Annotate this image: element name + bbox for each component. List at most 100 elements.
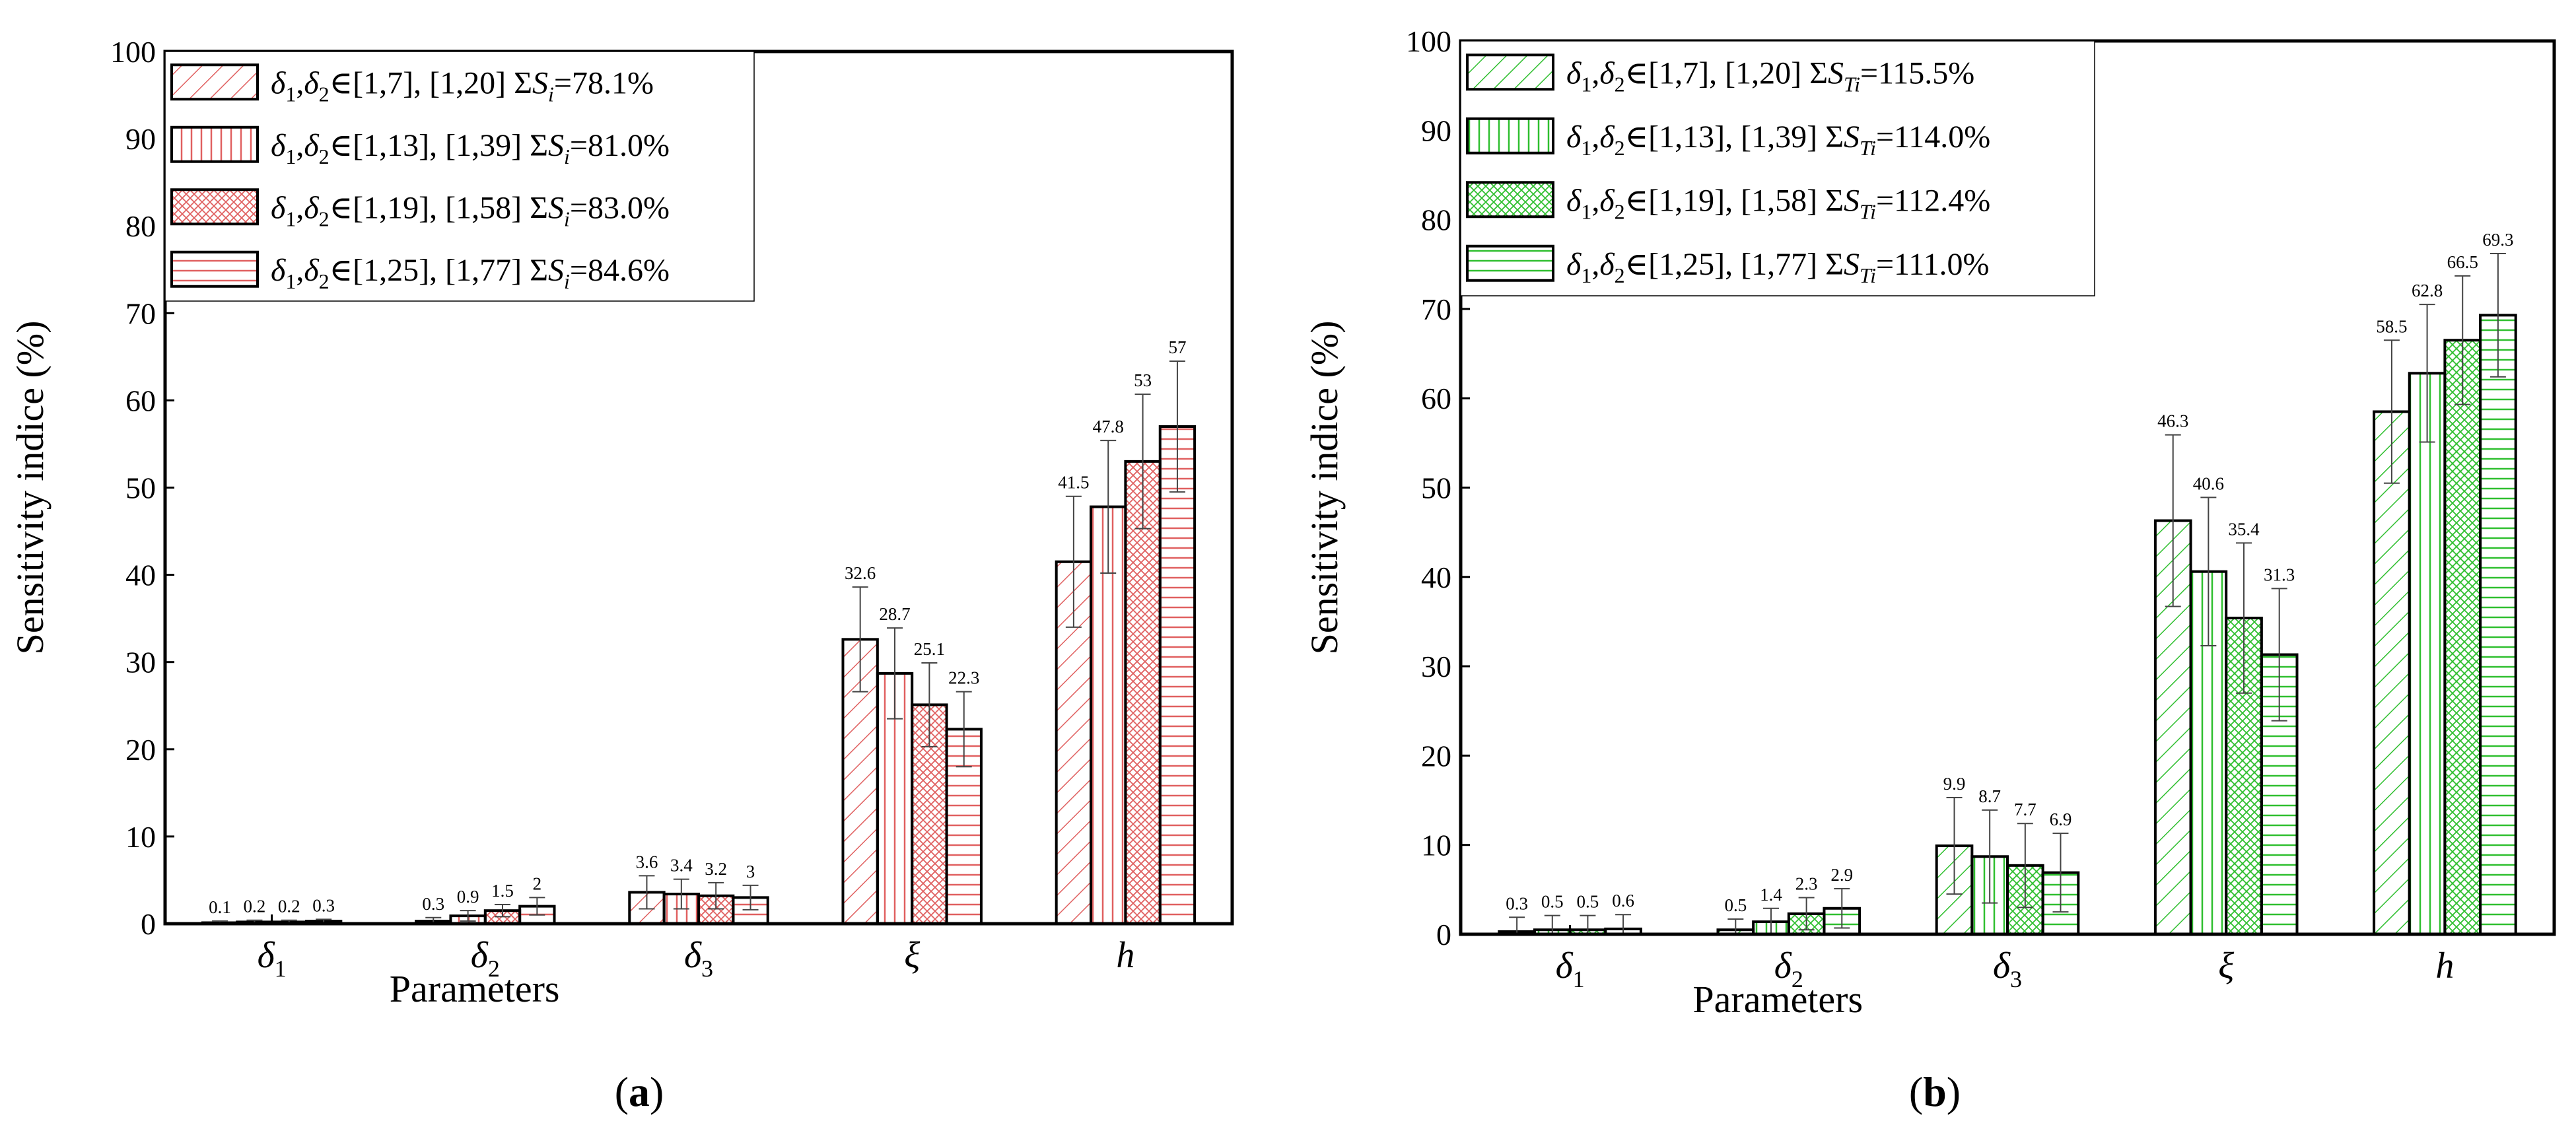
data-label: 58.5 xyxy=(2376,316,2407,336)
error-bar xyxy=(887,627,903,720)
data-label: 8.7 xyxy=(1978,786,2001,806)
y-tick-label: 0 xyxy=(1436,918,1451,951)
error-bar xyxy=(1834,887,1850,929)
data-label: 3.2 xyxy=(705,859,727,879)
error-bar xyxy=(1169,360,1185,493)
legend-swatch xyxy=(1466,181,1554,219)
error-bar xyxy=(2200,497,2217,646)
error-bar xyxy=(1134,394,1151,530)
y-tick-label: 0 xyxy=(141,907,156,941)
data-label: 0.2 xyxy=(244,897,266,916)
data-label: 9.9 xyxy=(1943,774,1966,794)
data-label: 0.1 xyxy=(209,897,231,917)
bar xyxy=(1124,460,1162,925)
y-tick-label: 30 xyxy=(125,646,156,679)
error-bar xyxy=(852,586,868,693)
y-tick-label: 70 xyxy=(125,296,156,330)
error-bar xyxy=(494,903,510,918)
error-bar xyxy=(460,910,476,922)
error-bar xyxy=(2165,434,2181,607)
error-bar xyxy=(1065,495,1082,628)
data-label: 0.5 xyxy=(1724,895,1747,915)
legend-entry: δ1,δ2∈[1,19], [1,58] ΣSi=83.0% xyxy=(271,190,670,230)
x-axis-title: Parameters xyxy=(390,967,560,1010)
error-bar xyxy=(2419,304,2435,443)
legend-swatch xyxy=(170,250,259,288)
y-tick-label: 20 xyxy=(1421,739,1451,772)
error-bar xyxy=(2271,588,2287,722)
data-label: 3.6 xyxy=(636,852,658,872)
x-tick-label: δ1 xyxy=(1556,945,1585,992)
data-label: 57 xyxy=(1168,337,1186,357)
legend-swatch xyxy=(170,63,259,101)
legend-swatch xyxy=(1466,244,1554,282)
error-bar xyxy=(1100,440,1117,574)
error-bar xyxy=(529,897,545,916)
data-label: 3.4 xyxy=(670,856,693,876)
x-tick-label: δ2 xyxy=(471,935,500,982)
error-bar xyxy=(921,662,938,747)
data-label: 32.6 xyxy=(845,563,876,583)
panel-a-caption: (a) xyxy=(615,1068,664,1115)
y-tick-label: 100 xyxy=(1406,24,1451,58)
data-label: 31.3 xyxy=(2264,565,2295,584)
y-tick-label: 90 xyxy=(1421,114,1451,147)
legend: δ1,δ2∈[1,7], [1,20] ΣSi=78.1% δ1,δ2∈[1,13… xyxy=(164,51,755,302)
error-bar xyxy=(956,691,972,768)
y-tick-label: 30 xyxy=(1421,650,1451,683)
data-label: 0.6 xyxy=(1612,891,1634,910)
data-label: 41.5 xyxy=(1058,473,1089,493)
legend-entry: δ1,δ2∈[1,7], [1,20] ΣSTi=115.5% xyxy=(1566,55,1974,96)
data-label: 3 xyxy=(746,862,755,881)
data-label: 6.9 xyxy=(2050,809,2072,829)
y-axis-title: Sensitivity indice (%) xyxy=(1303,321,1346,655)
y-tick-label: 50 xyxy=(1421,471,1451,505)
legend-swatch xyxy=(170,188,259,226)
data-label: 40.6 xyxy=(2193,473,2224,493)
legend-entry: δ1,δ2∈[1,13], [1,39] ΣSi=81.0% xyxy=(271,128,670,168)
data-label: 0.5 xyxy=(1577,892,1599,912)
y-tick-label: 90 xyxy=(125,122,156,156)
x-tick-label: h xyxy=(1116,935,1134,976)
legend-swatch xyxy=(170,125,259,163)
chart-panel-b: 0 10 20 30 40 50 60 70 80 90 100 δ1 0.3 0.5 0.5 0.6 δ2 0.… xyxy=(1303,24,2556,1021)
error-bar xyxy=(1982,809,1998,904)
bar xyxy=(2479,314,2517,936)
legend-entry: δ1,δ2∈[1,7], [1,20] ΣSi=78.1% xyxy=(271,65,654,106)
legend: δ1,δ2∈[1,7], [1,20] ΣSTi=115.5% δ1,δ2∈[1,… xyxy=(1460,40,2095,296)
error-bar xyxy=(742,884,759,910)
legend-entry: δ1,δ2∈[1,25], [1,77] ΣSTi=111.0% xyxy=(1566,247,1989,287)
y-tick-label: 70 xyxy=(1421,292,1451,326)
error-bar xyxy=(2383,339,2400,484)
legend-box xyxy=(164,51,755,302)
y-tick-label: 40 xyxy=(125,559,156,592)
data-label: 2.3 xyxy=(1795,874,1818,894)
x-tick-label: ξ xyxy=(2218,945,2234,986)
data-label: 62.8 xyxy=(2412,281,2443,300)
y-tick-label: 10 xyxy=(125,820,156,854)
data-label: 0.2 xyxy=(278,897,300,916)
data-label: 1.5 xyxy=(491,881,514,901)
error-bar xyxy=(673,878,689,910)
legend-entry: δ1,δ2∈[1,13], [1,39] ΣSTi=114.0% xyxy=(1566,120,1990,160)
legend-swatch xyxy=(1466,53,1554,91)
x-axis-title: Parameters xyxy=(1692,978,1863,1021)
data-label: 25.1 xyxy=(914,639,945,659)
data-label: 35.4 xyxy=(2228,519,2260,539)
y-tick-label: 40 xyxy=(1421,561,1451,594)
x-tick-label: δ3 xyxy=(1993,945,2022,992)
error-bar xyxy=(708,881,724,910)
error-bar xyxy=(2017,823,2033,909)
legend-entry: δ1,δ2∈[1,19], [1,58] ΣSTi=112.4% xyxy=(1566,183,1990,223)
panel-b-caption: (b) xyxy=(1909,1068,1961,1115)
data-label: 0.3 xyxy=(422,894,444,914)
y-tick-label: 60 xyxy=(125,384,156,417)
data-label: 0.3 xyxy=(1506,893,1528,913)
data-label: 66.5 xyxy=(2447,252,2478,272)
error-bar xyxy=(1798,897,1815,931)
y-axis-title: Sensitivity indice (%) xyxy=(9,321,52,655)
bar xyxy=(2373,410,2411,936)
data-label: 53 xyxy=(1134,370,1152,390)
legend-entry: δ1,δ2∈[1,25], [1,77] ΣSi=84.6% xyxy=(271,253,670,293)
